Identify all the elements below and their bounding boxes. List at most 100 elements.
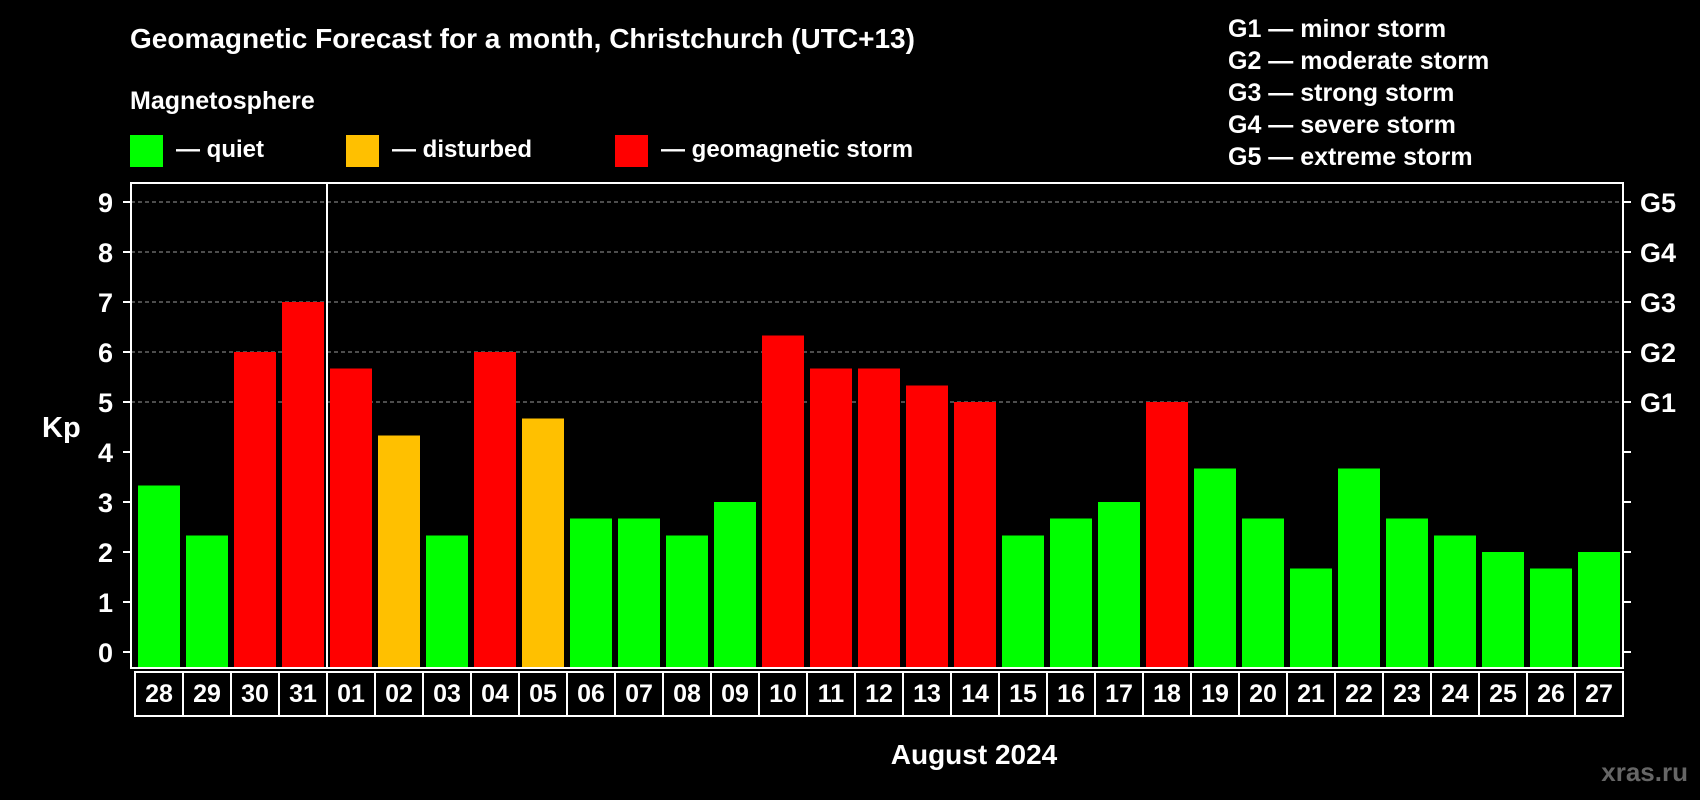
bar-21 [1290, 568, 1332, 668]
x-tick-label: 07 [625, 680, 653, 708]
x-tick-label: 28 [145, 680, 173, 708]
x-tick-labels: 28 29 30 31 01 02 03 04 05 06 07 08 09 10 11 12 13 14 15 16… [134, 671, 1624, 717]
legend-label-quiet: — quiet [176, 136, 264, 163]
bars [138, 302, 1620, 668]
storm-scale-legend: G1 — minor storm G2 — moderate storm G3 … [1228, 15, 1489, 171]
bar-29 [186, 535, 228, 668]
watermark: xras.ru [1601, 757, 1688, 787]
bar-25 [1482, 552, 1524, 668]
x-tick-label: 01 [337, 680, 365, 708]
x-tick-label: 04 [481, 680, 509, 708]
x-tick-label: 29 [193, 680, 221, 708]
bar-12 [858, 368, 900, 668]
x-axis-label: August 2024 [891, 739, 1058, 770]
x-tick-label: 08 [673, 680, 701, 708]
bar-02 [378, 435, 420, 668]
x-tick-label: 17 [1105, 680, 1133, 708]
x-tick-label: 30 [241, 680, 269, 708]
legend-swatch-storm [615, 135, 648, 167]
y-tick-label: 0 [98, 638, 113, 668]
x-tick-label: 21 [1297, 680, 1325, 708]
y-tick-label: 8 [98, 238, 113, 268]
bar-05 [522, 418, 564, 668]
bar-18 [1146, 402, 1188, 668]
x-tick-label: 09 [721, 680, 749, 708]
chart-title: Geomagnetic Forecast for a month, Christ… [130, 23, 915, 54]
storm-level-label: G4 [1640, 238, 1676, 268]
bar-31 [282, 302, 324, 668]
legend-swatch-quiet [130, 135, 163, 167]
x-label-box [134, 671, 1624, 717]
x-tick-label: 06 [577, 680, 605, 708]
x-tick-label: 31 [289, 680, 317, 708]
x-tick-label: 23 [1393, 680, 1421, 708]
storm-scale-g4: G4 — severe storm [1228, 111, 1456, 139]
storm-scale-g1: G1 — minor storm [1228, 15, 1446, 43]
y-tick-label: 5 [98, 388, 113, 418]
bar-30 [234, 352, 276, 668]
bar-27 [1578, 552, 1620, 668]
x-tick-label: 11 [818, 680, 845, 708]
x-tick-label: 22 [1345, 680, 1373, 708]
storm-scale-g2: G2 — moderate storm [1228, 47, 1489, 75]
bar-04 [474, 352, 516, 668]
y-axis-label: Kp [42, 412, 81, 444]
bar-22 [1338, 468, 1380, 668]
storm-level-label: G5 [1640, 188, 1676, 218]
legend-label-disturbed: — disturbed [392, 136, 532, 163]
bar-14 [954, 402, 996, 668]
x-tick-label: 05 [529, 680, 557, 708]
y-tick-label: 2 [98, 538, 113, 568]
bar-20 [1242, 518, 1284, 668]
bar-10 [762, 335, 804, 668]
bar-03 [426, 535, 468, 668]
x-tick-label: 27 [1585, 680, 1613, 708]
storm-scale-g3: G3 — strong storm [1228, 79, 1454, 107]
bar-23 [1386, 518, 1428, 668]
bar-17 [1098, 502, 1140, 668]
x-tick-label: 03 [433, 680, 461, 708]
legend: — quiet — disturbed — geomagnetic storm [130, 135, 913, 167]
bar-07 [618, 518, 660, 668]
plot-frame [130, 182, 1624, 669]
storm-level-label: G3 [1640, 288, 1676, 318]
y-tick-label: 6 [98, 338, 113, 368]
legend-swatch-disturbed [346, 135, 379, 167]
x-tick-label: 12 [865, 680, 893, 708]
x-tick-label: 26 [1537, 680, 1565, 708]
x-tick-label: 15 [1009, 680, 1037, 708]
x-tick-label: 13 [913, 680, 941, 708]
bar-11 [810, 368, 852, 668]
bar-15 [1002, 535, 1044, 668]
y-tick-label: 7 [98, 288, 113, 318]
bar-19 [1194, 468, 1236, 668]
bar-28 [138, 485, 180, 668]
x-tick-label: 18 [1153, 680, 1181, 708]
x-tick-label: 14 [961, 680, 989, 708]
y-tick-label: 3 [98, 488, 113, 518]
x-tick-label: 10 [769, 680, 797, 708]
x-tick-label: 25 [1489, 680, 1517, 708]
bar-01 [330, 368, 372, 668]
legend-heading: Magnetosphere [130, 87, 315, 115]
y-tick-label: 1 [98, 588, 113, 618]
bar-08 [666, 535, 708, 668]
bar-06 [570, 518, 612, 668]
bar-09 [714, 502, 756, 668]
storm-level-label: G2 [1640, 338, 1676, 368]
x-tick-label: 02 [385, 680, 413, 708]
x-tick-label: 20 [1249, 680, 1277, 708]
axes: 0 1 2 3 4 5 6 7 8 9 G1 G2 G3 G4 G5 [98, 182, 1676, 669]
bar-16 [1050, 518, 1092, 668]
bar-24 [1434, 535, 1476, 668]
y-tick-label: 4 [98, 438, 113, 468]
legend-label-storm: — geomagnetic storm [661, 136, 913, 163]
x-tick-label: 16 [1057, 680, 1085, 708]
bar-26 [1530, 568, 1572, 668]
x-tick-label: 24 [1441, 680, 1469, 708]
y-tick-label: 9 [98, 188, 113, 218]
storm-scale-g5: G5 — extreme storm [1228, 143, 1473, 171]
bar-13 [906, 385, 948, 668]
x-tick-label: 19 [1201, 680, 1229, 708]
